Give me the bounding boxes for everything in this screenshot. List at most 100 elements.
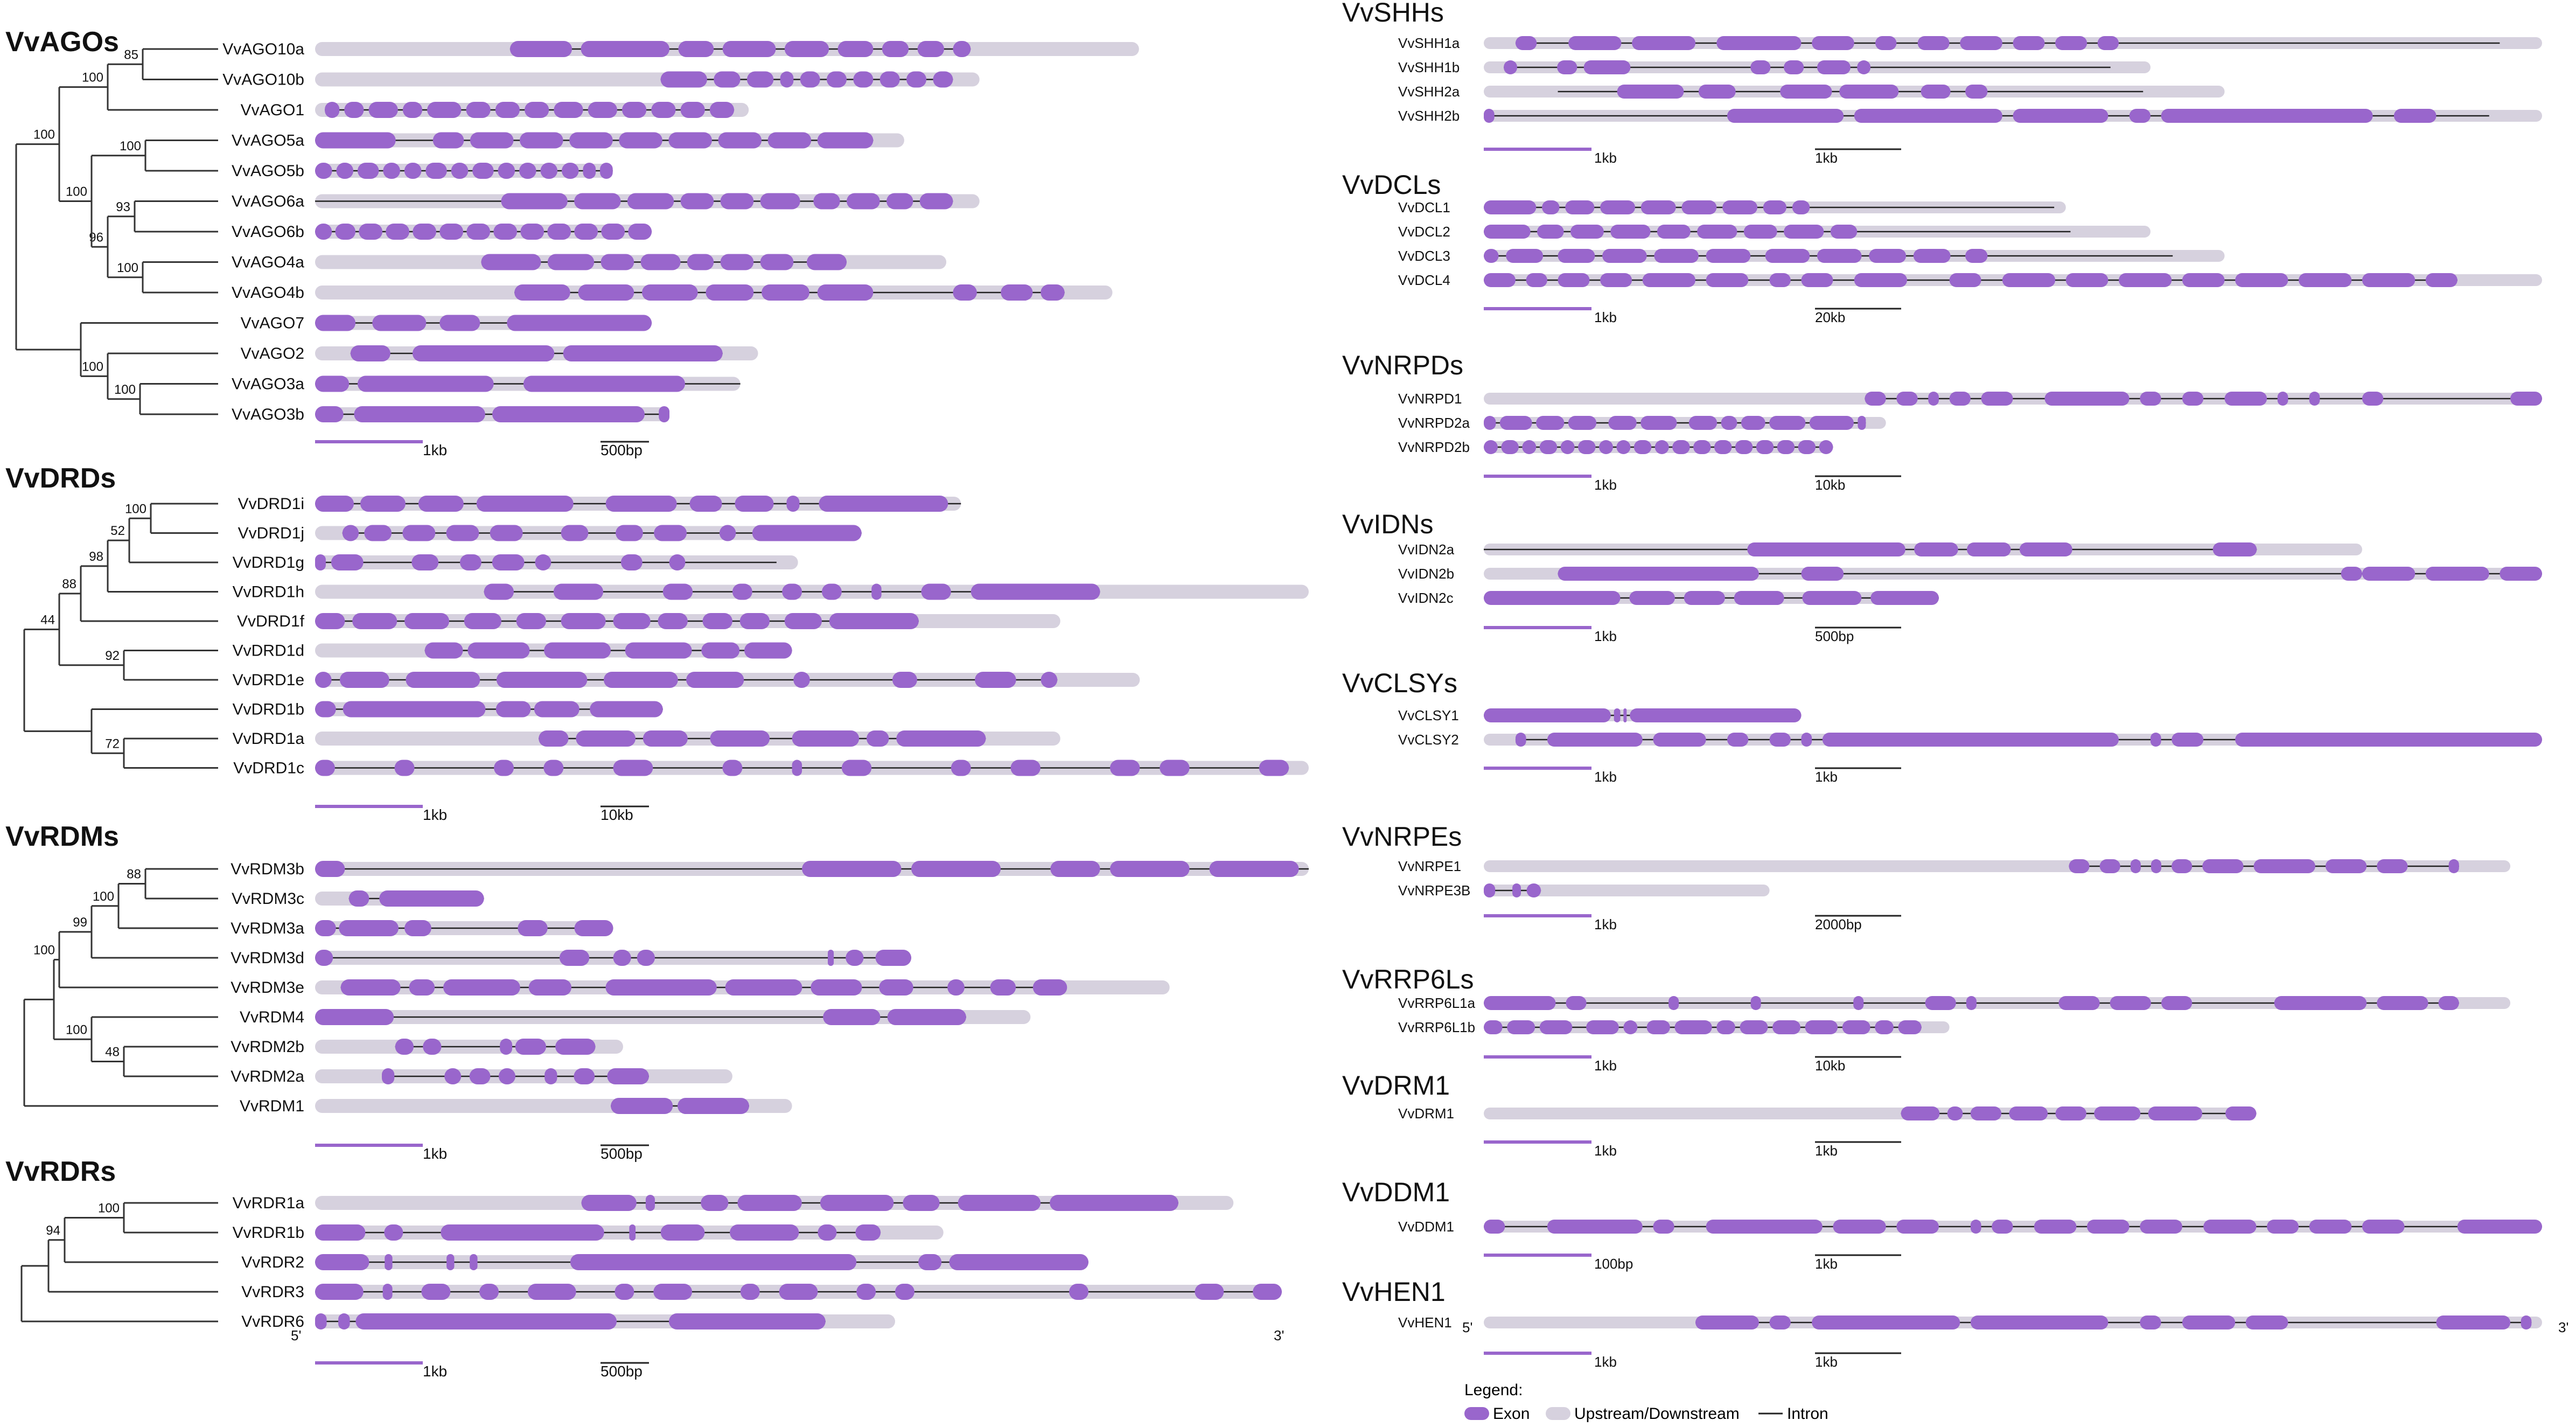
exon-block (784, 41, 829, 57)
gene-row: VvAGO3b (215, 406, 669, 423)
exon-block (1966, 996, 1977, 1010)
gene-row: VvAGO6a (215, 193, 980, 211)
gene-row: VvAGO10a (215, 40, 1139, 58)
exon-block (484, 583, 514, 600)
exon-block (2148, 1106, 2203, 1120)
exon-block (1674, 1020, 1712, 1034)
exon-block (1830, 225, 1858, 239)
family-title: VvNRPEs (1342, 822, 1462, 852)
exon-block (2362, 273, 2416, 287)
exon-block (481, 254, 541, 270)
exon-block (583, 163, 596, 179)
exon-block (2094, 1106, 2141, 1120)
bootstrap-value: 100 (33, 128, 55, 142)
exon-block (543, 760, 564, 776)
exon-block (615, 1284, 634, 1300)
exon-block (2267, 1220, 2299, 1234)
exon-block (385, 1254, 393, 1270)
five-prime-label: 5' (1462, 1319, 1472, 1335)
exon-block (620, 554, 643, 570)
exon-block (360, 496, 406, 512)
gene-label: VvCLSY1 (1398, 707, 1459, 723)
exon-block (2151, 859, 2161, 873)
exon-block (1740, 1020, 1768, 1034)
exon-block (725, 979, 802, 996)
gene-label: VvNRPD2a (1398, 415, 1470, 431)
exon-block (500, 1039, 513, 1055)
exon-block (395, 1039, 414, 1055)
exon-block (784, 613, 822, 629)
exon-block (1734, 591, 1784, 605)
gene-label: VvAGO1 (241, 101, 304, 119)
gene-label: VvSHH2b (1398, 108, 1460, 124)
gene-row: VvAGO3a (215, 375, 741, 393)
exon-block (2099, 859, 2120, 873)
exon-block (335, 224, 356, 240)
exon-block (866, 730, 889, 747)
exon-block (444, 1068, 462, 1084)
exon-block (432, 132, 464, 149)
exon-block (2500, 567, 2542, 581)
scale-label: 1kb (1594, 1354, 1617, 1370)
gene-row: VvDCL1 (1398, 199, 2066, 215)
exon-block (1784, 225, 1824, 239)
exon-block (1069, 1284, 1088, 1300)
exon-block (315, 613, 345, 629)
exon-block (561, 525, 589, 541)
exon-block (871, 583, 882, 600)
exon-block (2129, 109, 2151, 123)
exon-block (425, 163, 447, 179)
exon-block (1801, 733, 1812, 747)
exon-block (1583, 60, 1631, 74)
bootstrap-value: 100 (66, 185, 87, 199)
exon-block (2055, 36, 2088, 50)
exon-block (1484, 200, 1537, 214)
exon-block (315, 861, 345, 877)
exon-block (1110, 760, 1140, 776)
exon-block (971, 583, 1100, 600)
exon-block (1484, 249, 1499, 263)
exon-block (1741, 416, 1765, 430)
gene-row: VvNRPD2a (1398, 415, 1886, 431)
exon-block (828, 950, 834, 966)
scale-label: 500bp (601, 1363, 643, 1380)
exon-block (1484, 225, 1531, 239)
exon-block (701, 1195, 729, 1211)
bootstrap-value: 85 (124, 47, 138, 62)
exon-block (315, 375, 350, 392)
exon-block (1259, 760, 1289, 776)
bootstrap-value: 44 (40, 612, 55, 627)
exon-block (574, 193, 621, 210)
gene-label: VvDCL4 (1398, 272, 1450, 288)
exon-block (1772, 1020, 1800, 1034)
scale-label: 10kb (601, 806, 633, 823)
gene-row: VvDRD1d (215, 642, 792, 660)
exon-block (418, 496, 464, 512)
scale-label: 1kb (1594, 1057, 1617, 1074)
family-title: VvDDM1 (1342, 1177, 1450, 1207)
exon-block (451, 163, 469, 179)
exon-block (1001, 284, 1033, 301)
exon-block (412, 345, 555, 361)
exon-block (846, 950, 864, 966)
exon-block (479, 1284, 499, 1300)
gene-row: VvNRPD2b (1398, 439, 1833, 455)
gene-row: VvDRD1e (215, 671, 1140, 689)
exon-block (553, 583, 604, 600)
family-title: VvRRP6Ls (1342, 964, 1474, 994)
exon-block (823, 1009, 881, 1025)
exon-block (490, 525, 523, 541)
exon-block (1769, 1315, 1791, 1329)
exon-block (1805, 1020, 1838, 1034)
exon-block (1875, 1020, 1894, 1034)
exon-block (1623, 1020, 1638, 1034)
exon-block (762, 284, 809, 301)
exon-block (1809, 416, 1854, 430)
exon-block (1898, 1020, 1922, 1034)
exon-block (653, 1284, 693, 1300)
gene-row: VvAGO7 (215, 315, 652, 332)
exon-block (574, 920, 613, 936)
five-prime-label: 5' (291, 1327, 301, 1344)
exon-block (879, 71, 900, 88)
scale-label: 10kb (1815, 477, 1845, 493)
